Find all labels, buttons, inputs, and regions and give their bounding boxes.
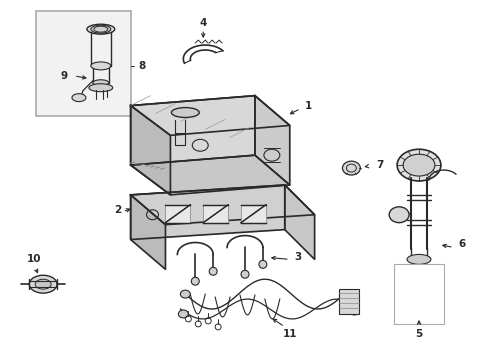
Bar [36,11,130,116]
Ellipse shape [91,25,111,33]
Ellipse shape [349,307,359,315]
Ellipse shape [178,310,188,318]
Text: 9: 9 [61,71,67,81]
Ellipse shape [406,255,430,264]
Ellipse shape [342,161,360,175]
Text: 8: 8 [138,61,145,71]
Ellipse shape [241,270,248,278]
Ellipse shape [339,293,349,301]
Text: 3: 3 [294,252,302,262]
Ellipse shape [72,94,86,102]
Text: 2: 2 [114,205,121,215]
Ellipse shape [388,207,408,223]
Polygon shape [284,185,314,260]
Bar [393,264,443,324]
Ellipse shape [87,24,115,34]
Ellipse shape [91,62,111,70]
Ellipse shape [402,154,434,176]
Ellipse shape [258,260,266,268]
Polygon shape [130,185,314,225]
Text: 11: 11 [282,329,296,339]
Polygon shape [130,155,289,195]
Polygon shape [130,96,289,135]
Ellipse shape [89,84,113,92]
Ellipse shape [29,275,57,293]
Bar [339,289,359,314]
Ellipse shape [396,149,440,181]
Bar [203,205,227,223]
Text: 4: 4 [199,18,206,28]
Text: 1: 1 [304,100,311,111]
Polygon shape [130,96,254,165]
Text: 7: 7 [375,160,383,170]
Ellipse shape [93,80,108,86]
Polygon shape [130,185,284,239]
Text: 5: 5 [414,329,422,339]
Ellipse shape [171,108,199,117]
Polygon shape [130,195,165,269]
Ellipse shape [209,267,217,275]
Text: 10: 10 [27,255,41,264]
Text: 6: 6 [458,239,465,249]
Ellipse shape [180,290,190,298]
Polygon shape [254,96,289,185]
Ellipse shape [35,279,51,289]
Polygon shape [130,105,170,195]
Ellipse shape [191,277,199,285]
Bar [165,205,190,223]
Bar [241,205,265,223]
